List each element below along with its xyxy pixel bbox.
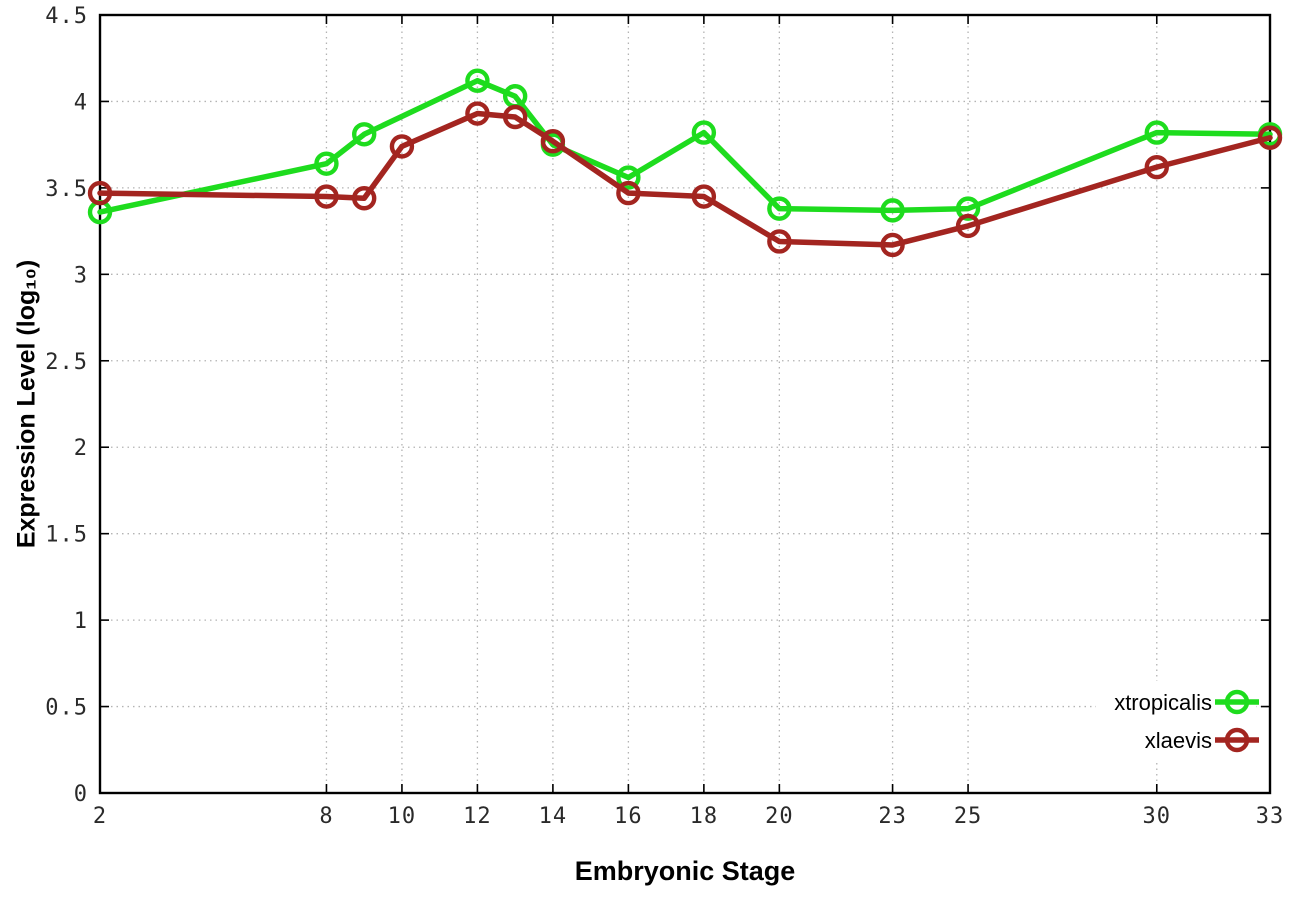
series-xlaevis-marker: [465, 101, 490, 126]
y-tick-label: 4: [74, 90, 88, 115]
y-tick-label: 4.5: [45, 4, 88, 29]
x-tick-label: 25: [954, 804, 983, 829]
x-tick-label: 16: [614, 804, 643, 829]
y-tick-label: 3.5: [45, 177, 88, 202]
series-xlaevis-marker: [540, 129, 566, 154]
x-tick-label: 20: [765, 804, 794, 829]
plot-border: [98, 13, 1272, 795]
legend-label-xtropicalis: xtropicalis: [1114, 690, 1212, 715]
x-tick-label: 14: [539, 804, 568, 829]
series-xlaevis-marker: [1144, 154, 1169, 180]
series-xlaevis-marker: [955, 213, 981, 239]
series-xlaevis-marker: [314, 184, 339, 209]
y-tick-label: 0.5: [45, 696, 88, 721]
x-tick-label: 18: [690, 804, 719, 829]
series-xlaevis-marker: [502, 104, 528, 130]
y-tick-label: 3: [74, 263, 88, 288]
y-tick-label: 1: [74, 609, 88, 634]
series-xlaevis-marker: [616, 180, 641, 206]
series-xtropicalis-marker: [691, 120, 717, 145]
x-tick-label: 8: [319, 804, 333, 829]
legend-sample-marker-xlaevis: [1224, 727, 1250, 753]
x-tick-label: 2: [93, 804, 107, 829]
series-xlaevis-marker: [691, 184, 717, 209]
series-xlaevis-marker: [880, 232, 905, 258]
series-xlaevis-marker: [351, 186, 377, 211]
y-tick-label: 1.5: [45, 523, 88, 548]
legend-sample-marker-xtropicalis: [1224, 689, 1250, 715]
series-xtropicalis-marker: [351, 122, 377, 147]
series-xtropicalis-marker: [616, 165, 641, 190]
x-tick-label: 33: [1256, 804, 1285, 829]
x-tick-label: 12: [463, 804, 492, 829]
series-xlaevis-marker: [87, 180, 113, 206]
series-xtropicalis-marker: [767, 196, 792, 221]
series-xlaevis-marker: [389, 134, 415, 159]
y-tick-label: 0: [74, 782, 88, 807]
y-axis-title: Expression Level (log₁₀): [12, 259, 41, 549]
x-axis-title: Embryonic Stage: [574, 856, 796, 886]
series-xtropicalis-marker: [314, 151, 339, 176]
y-tick-label: 2.5: [45, 350, 88, 375]
series-xtropicalis-marker: [955, 196, 981, 221]
series-xtropicalis-marker: [880, 198, 905, 223]
x-tick-label: 10: [388, 804, 417, 829]
x-tick-label: 30: [1143, 804, 1172, 829]
series-xlaevis-marker: [1257, 125, 1283, 150]
series-xtropicalis-marker: [465, 68, 490, 93]
series-xlaevis-marker: [767, 229, 792, 254]
y-tick-label: 2: [74, 436, 88, 461]
x-tick-label: 23: [878, 804, 907, 829]
series-xlaevis-line: [97, 110, 1273, 248]
legend-label-xlaevis: xlaevis: [1145, 728, 1212, 753]
series-xtropicalis-line: [97, 77, 1273, 215]
series-xtropicalis-marker: [1144, 120, 1169, 145]
